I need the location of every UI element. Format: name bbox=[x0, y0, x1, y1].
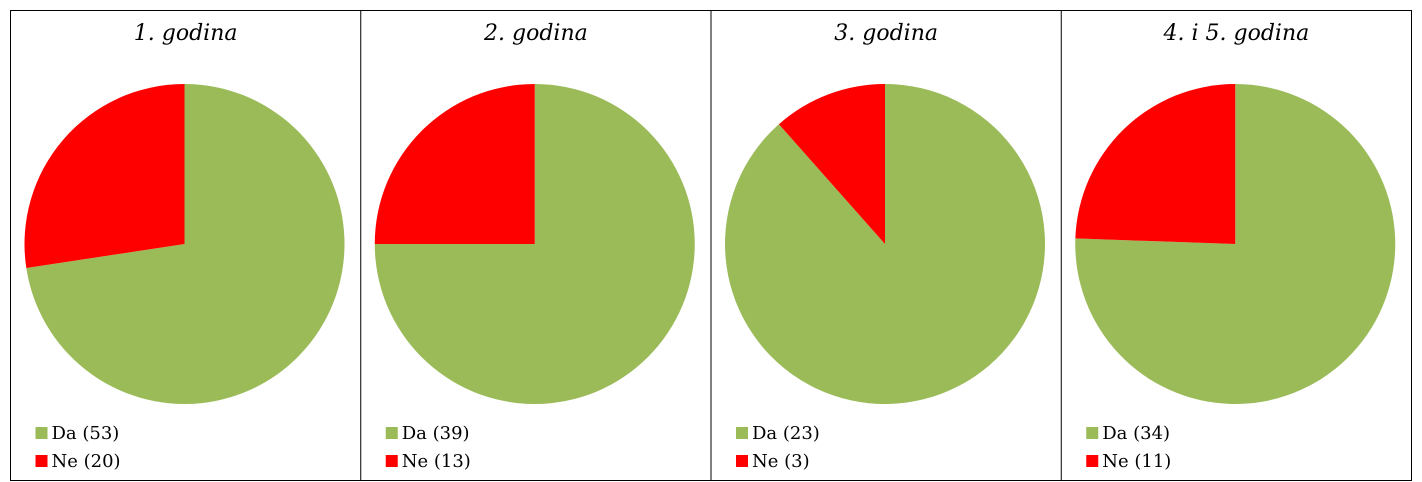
chart-title: 3. godina bbox=[834, 21, 938, 46]
legend-label: Da (53) bbox=[52, 423, 120, 444]
legend-label: Da (39) bbox=[402, 423, 470, 444]
pie-slice bbox=[374, 84, 535, 244]
legend-label: Ne (3) bbox=[752, 451, 810, 472]
legend-label: Da (23) bbox=[752, 423, 820, 444]
legend-swatch bbox=[736, 455, 748, 467]
legend-label: Ne (13) bbox=[402, 451, 471, 472]
pie-slice bbox=[26, 84, 345, 404]
pie-slice bbox=[778, 84, 885, 244]
legend-swatch bbox=[35, 427, 48, 439]
legend-label: Da (34) bbox=[1102, 423, 1170, 444]
legend-swatch bbox=[35, 455, 48, 467]
chart-title: 4. i 5. godina bbox=[1163, 21, 1310, 46]
legend-swatch bbox=[385, 455, 398, 467]
pie-slice bbox=[1075, 84, 1236, 244]
legend-swatch bbox=[736, 427, 748, 439]
pie-slice bbox=[24, 84, 185, 269]
legend-swatch bbox=[1086, 455, 1099, 467]
pie-slice bbox=[725, 84, 1045, 405]
chart-title: 1. godina bbox=[134, 21, 238, 46]
chart-title: 2. godina bbox=[483, 21, 588, 46]
legend-swatch bbox=[1086, 427, 1099, 439]
legend-swatch bbox=[385, 427, 398, 439]
legend-label: Ne (20) bbox=[52, 451, 121, 472]
legend-label: Ne (11) bbox=[1102, 451, 1171, 472]
